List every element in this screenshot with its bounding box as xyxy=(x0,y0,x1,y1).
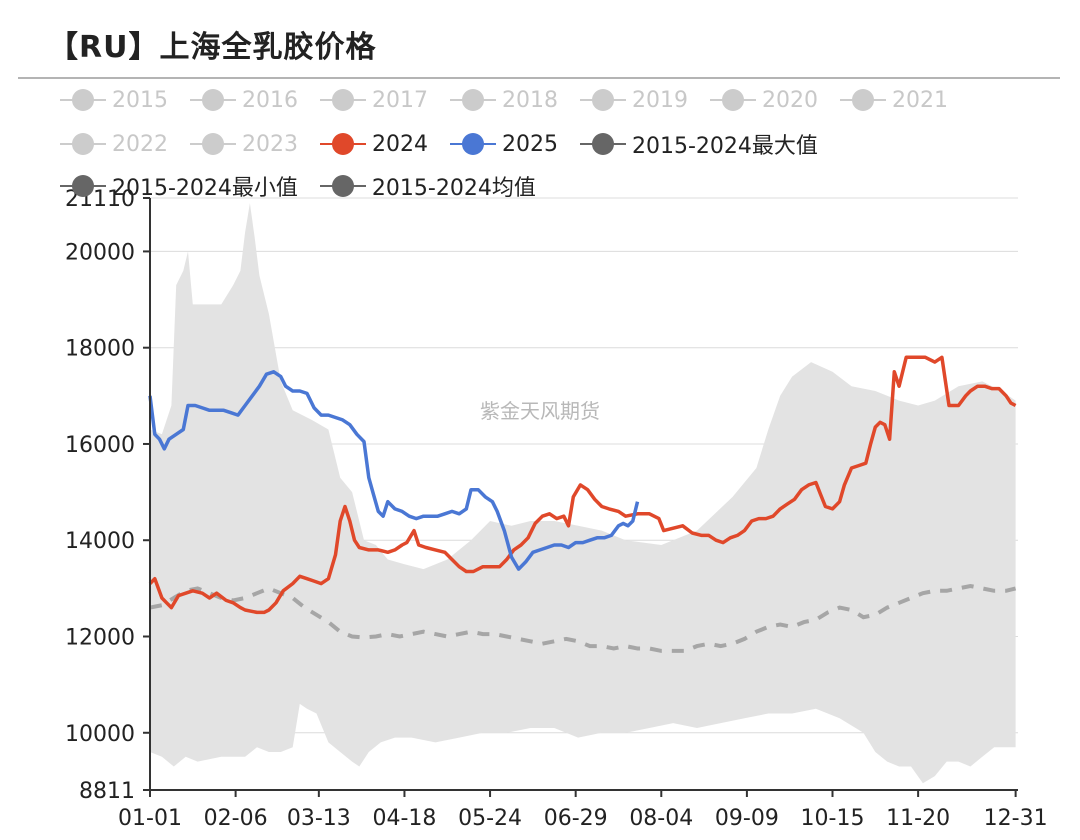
page-title: 【RU】上海全乳胶价格 xyxy=(48,30,377,65)
legend-item-2020[interactable]: 2020 xyxy=(710,88,818,113)
x-tick-label: 08-04 xyxy=(629,806,693,831)
legend-swatch-icon xyxy=(450,88,496,112)
y-tick-label: 18000 xyxy=(65,337,135,362)
legend-item-2019[interactable]: 2019 xyxy=(580,88,688,113)
x-tick-label: 02-06 xyxy=(204,806,268,831)
legend-swatch-icon xyxy=(190,132,236,156)
legend-swatch-icon xyxy=(450,132,496,156)
legend-label: 2015 xyxy=(112,87,168,113)
legend-item-2023[interactable]: 2023 xyxy=(190,132,298,157)
x-tick-label: 06-29 xyxy=(544,806,608,831)
legend-swatch-icon xyxy=(580,132,626,156)
x-tick-label: 11-20 xyxy=(886,806,950,831)
series-2025-line xyxy=(148,370,640,571)
series-mean-line xyxy=(149,583,1017,653)
x-tick-label: 12-31 xyxy=(984,806,1048,831)
y-tick-label: 10000 xyxy=(65,722,135,747)
legend-item-2017[interactable]: 2017 xyxy=(320,88,428,113)
x-tick-label: 05-24 xyxy=(458,806,522,831)
legend-item-2021[interactable]: 2021 xyxy=(840,88,948,113)
legend-label: 2015-2024最小值 xyxy=(112,176,298,201)
legend-label: 2021 xyxy=(892,87,948,113)
y-tick-label: 20000 xyxy=(65,240,135,265)
y-tick-label: 14000 xyxy=(65,529,135,554)
legend-swatch-icon xyxy=(580,88,626,112)
legend-item-2015-2024最大值[interactable]: 2015-2024最大值 xyxy=(580,128,818,160)
legend-row-2: 2022 2023 2024 2025 2015-2024最大值 xyxy=(60,126,840,162)
legend-label: 2024 xyxy=(372,131,428,157)
legend-item-2018[interactable]: 2018 xyxy=(450,88,558,113)
x-tick-label: 09-09 xyxy=(715,806,779,831)
legend-item-2022[interactable]: 2022 xyxy=(60,132,168,157)
legend-label: 2022 xyxy=(112,131,168,157)
legend-swatch-icon xyxy=(190,88,236,112)
legend-label: 2019 xyxy=(632,87,688,113)
legend-label: 2017 xyxy=(372,87,428,113)
legend-swatch-icon xyxy=(60,174,106,198)
legend-swatch-icon xyxy=(60,88,106,112)
legend-label: 2015-2024均值 xyxy=(371,176,536,201)
legend-label: 2016 xyxy=(242,87,298,113)
legend-item-2016[interactable]: 2016 xyxy=(190,88,298,113)
legend-swatch-icon xyxy=(320,88,366,112)
x-tick-label: 01-01 xyxy=(118,806,182,831)
legend-swatch-icon xyxy=(840,88,886,112)
watermark: 紫金天风期货 xyxy=(480,399,600,423)
max-min-range-band xyxy=(150,203,1016,784)
legend-label: 2015-2024最大值 xyxy=(632,134,818,159)
x-tick-label: 03-13 xyxy=(287,806,351,831)
y-tick-label: 8811 xyxy=(79,779,135,804)
legend-row-1: 2015 2016 2017 2018 2019 2020 2021 xyxy=(60,82,970,118)
axes: 8811100001200014000160001800020000211100… xyxy=(65,187,1048,831)
legend-item-2024[interactable]: 2024 xyxy=(320,132,428,157)
y-tick-label: 12000 xyxy=(65,626,135,651)
legend-item-2015[interactable]: 2015 xyxy=(60,88,168,113)
legend-item-2015-2024均值[interactable]: 2015-2024均值 xyxy=(319,170,536,202)
legend-label: 2018 xyxy=(502,87,558,113)
legend-item-2015-2024最小值[interactable]: 2015-2024最小值 xyxy=(60,170,298,202)
legend-label: 2020 xyxy=(762,87,818,113)
legend-swatch-icon xyxy=(710,88,756,112)
y-tick-label: 16000 xyxy=(65,433,135,458)
legend-swatch-icon xyxy=(60,132,106,156)
legend-label: 2025 xyxy=(502,131,558,157)
legend-label: 2023 xyxy=(242,131,298,157)
legend-row-3: 2015-2024最小值 2015-2024均值 xyxy=(60,168,558,204)
legend-item-2025[interactable]: 2025 xyxy=(450,132,558,157)
x-tick-label: 04-18 xyxy=(372,806,436,831)
legend-swatch-icon xyxy=(320,132,366,156)
series-2024-line xyxy=(148,355,1017,615)
legend-swatch-icon xyxy=(319,174,366,198)
x-tick-label: 10-15 xyxy=(801,806,865,831)
title-divider xyxy=(18,77,1060,79)
